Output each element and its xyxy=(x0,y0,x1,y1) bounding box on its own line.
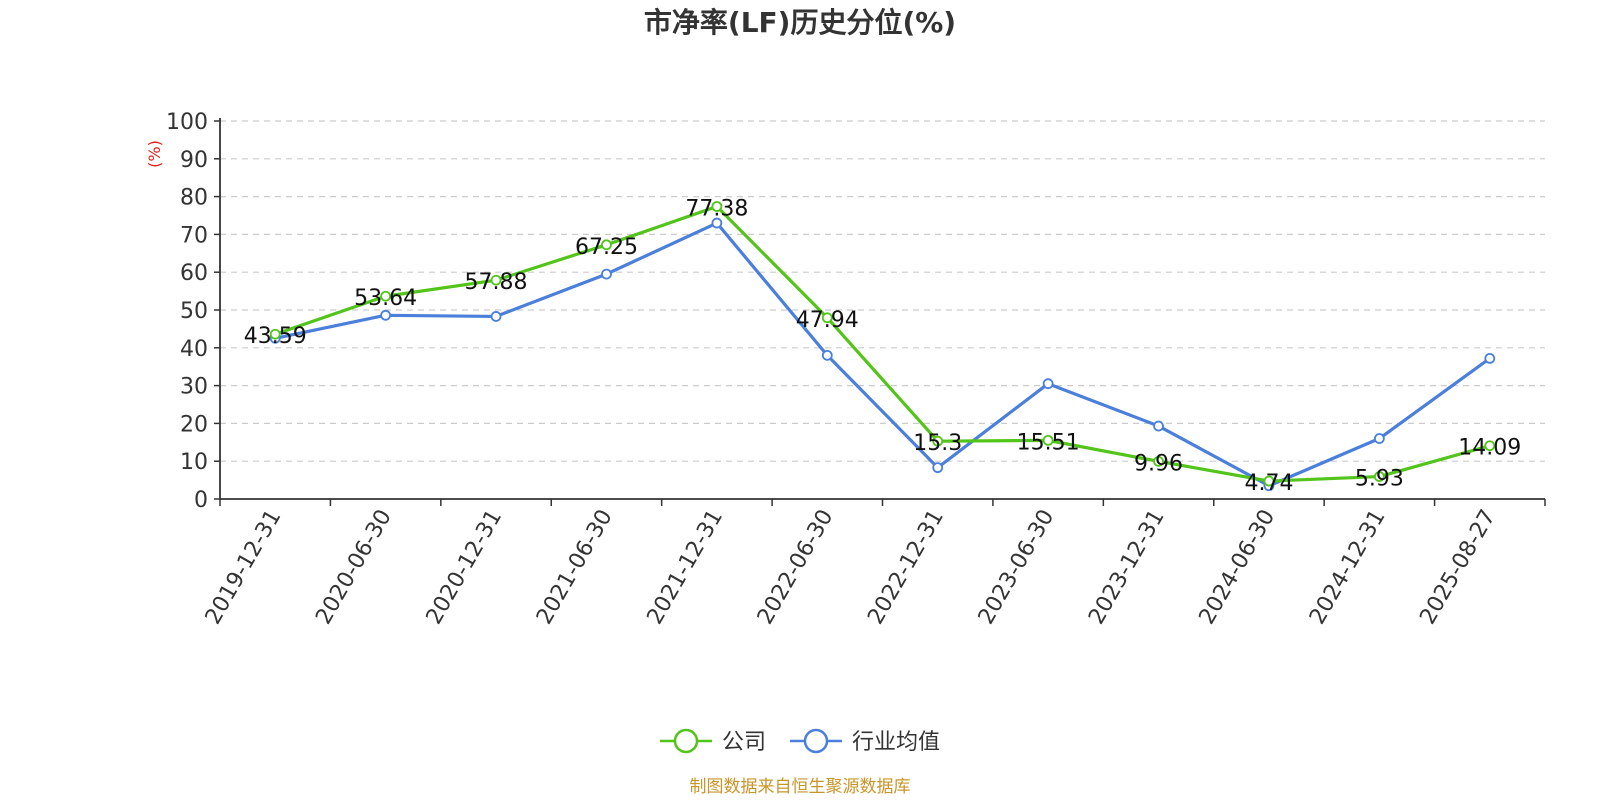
y-tick-label: 70 xyxy=(180,223,208,248)
series-0-point xyxy=(932,435,944,447)
x-tick-label: 2021-12-31 xyxy=(642,506,728,629)
data-label: 15.51 xyxy=(1017,430,1080,455)
y-axis-unit-label: (%) xyxy=(145,140,164,168)
data-label: 4.74 xyxy=(1244,471,1293,496)
x-tick-label: 2022-06-30 xyxy=(753,506,839,629)
data-labels: 43.59 53.64 57.88 67.25 77.38 47.94 15.3 15.51 9… xyxy=(244,197,1522,497)
data-label: 14.09 xyxy=(1458,436,1521,461)
series-1-point xyxy=(601,268,612,280)
y-tick-label: 0 xyxy=(194,488,208,513)
series-0-point xyxy=(821,312,833,324)
series-0-point xyxy=(1153,455,1164,467)
series-1-point xyxy=(821,349,833,361)
y-tick-label: 20 xyxy=(180,412,208,437)
legend: 公司 行业均值 xyxy=(660,728,940,755)
series-line-0 xyxy=(274,204,1491,483)
y-tick-label: 90 xyxy=(180,148,208,173)
chart-title: 市净率(LF)历史分位(%) xyxy=(644,6,956,39)
data-label: 43.59 xyxy=(244,324,307,349)
y-tick-label: 80 xyxy=(180,186,208,211)
series-0-point xyxy=(711,201,723,212)
series-0-point xyxy=(1263,475,1275,487)
x-tick-label: 2023-06-30 xyxy=(974,506,1060,629)
series-0-point xyxy=(269,328,281,340)
series-1-point xyxy=(1484,352,1496,364)
y-tick-label: 50 xyxy=(180,299,208,324)
series-0-point xyxy=(1484,440,1496,452)
legend-label-1: 行业均值 xyxy=(852,730,940,755)
legend-marker-0 xyxy=(673,728,699,754)
series-1-point xyxy=(711,217,723,229)
series-0-point xyxy=(490,274,502,286)
series-1-point xyxy=(380,309,392,321)
y-tick-label: 60 xyxy=(180,261,208,286)
x-tick-label: 2024-06-30 xyxy=(1195,506,1281,629)
series-layer xyxy=(269,201,1496,492)
legend-marker-1 xyxy=(803,728,829,754)
data-label: 67.25 xyxy=(575,235,638,260)
y-tick-label: 40 xyxy=(180,337,208,362)
data-label: 53.64 xyxy=(354,286,417,311)
data-label: 47.94 xyxy=(796,308,859,333)
series-line-1 xyxy=(274,221,1491,488)
axes: 0 10 20 30 40 50 60 70 80 90 100 2019-12-31 2020-06-… xyxy=(166,110,1546,629)
x-tick-label: 2022-12-31 xyxy=(863,505,949,628)
series-1-point xyxy=(1373,433,1385,444)
x-tick-label: 2025-08-27 xyxy=(1415,506,1501,629)
series-0-point xyxy=(380,290,392,302)
series-0-point xyxy=(601,239,612,251)
x-tick-label: 2020-12-31 xyxy=(422,505,508,628)
x-tick-label: 2021-06-30 xyxy=(532,506,618,629)
data-label: 57.88 xyxy=(465,270,528,295)
y-tick-label: 10 xyxy=(180,450,208,475)
data-label: 5.93 xyxy=(1355,467,1404,492)
data-label: 77.38 xyxy=(685,197,748,222)
series-0-point xyxy=(1373,471,1385,482)
x-tick-label: 2024-12-31 xyxy=(1305,506,1391,629)
grid-lines xyxy=(220,120,1545,462)
series-1-point xyxy=(1153,420,1164,432)
series-1-point xyxy=(932,462,944,474)
series-1-point xyxy=(490,311,502,322)
source-note: 制图数据来自恒生聚源数据库 xyxy=(690,777,911,797)
series-1-point xyxy=(1042,378,1054,390)
series-0-point xyxy=(1042,434,1054,446)
data-label: 15.3 xyxy=(913,431,962,456)
legend-label-0: 公司 xyxy=(722,730,766,755)
y-tick-label: 30 xyxy=(180,375,208,400)
x-tick-label: 2023-12-31 xyxy=(1084,506,1170,629)
x-tick-label: 2020-06-30 xyxy=(311,506,397,629)
data-label: 9.96 xyxy=(1134,451,1183,476)
y-tick-label: 100 xyxy=(166,110,208,135)
x-tick-label: 2019-12-31 xyxy=(201,506,287,629)
